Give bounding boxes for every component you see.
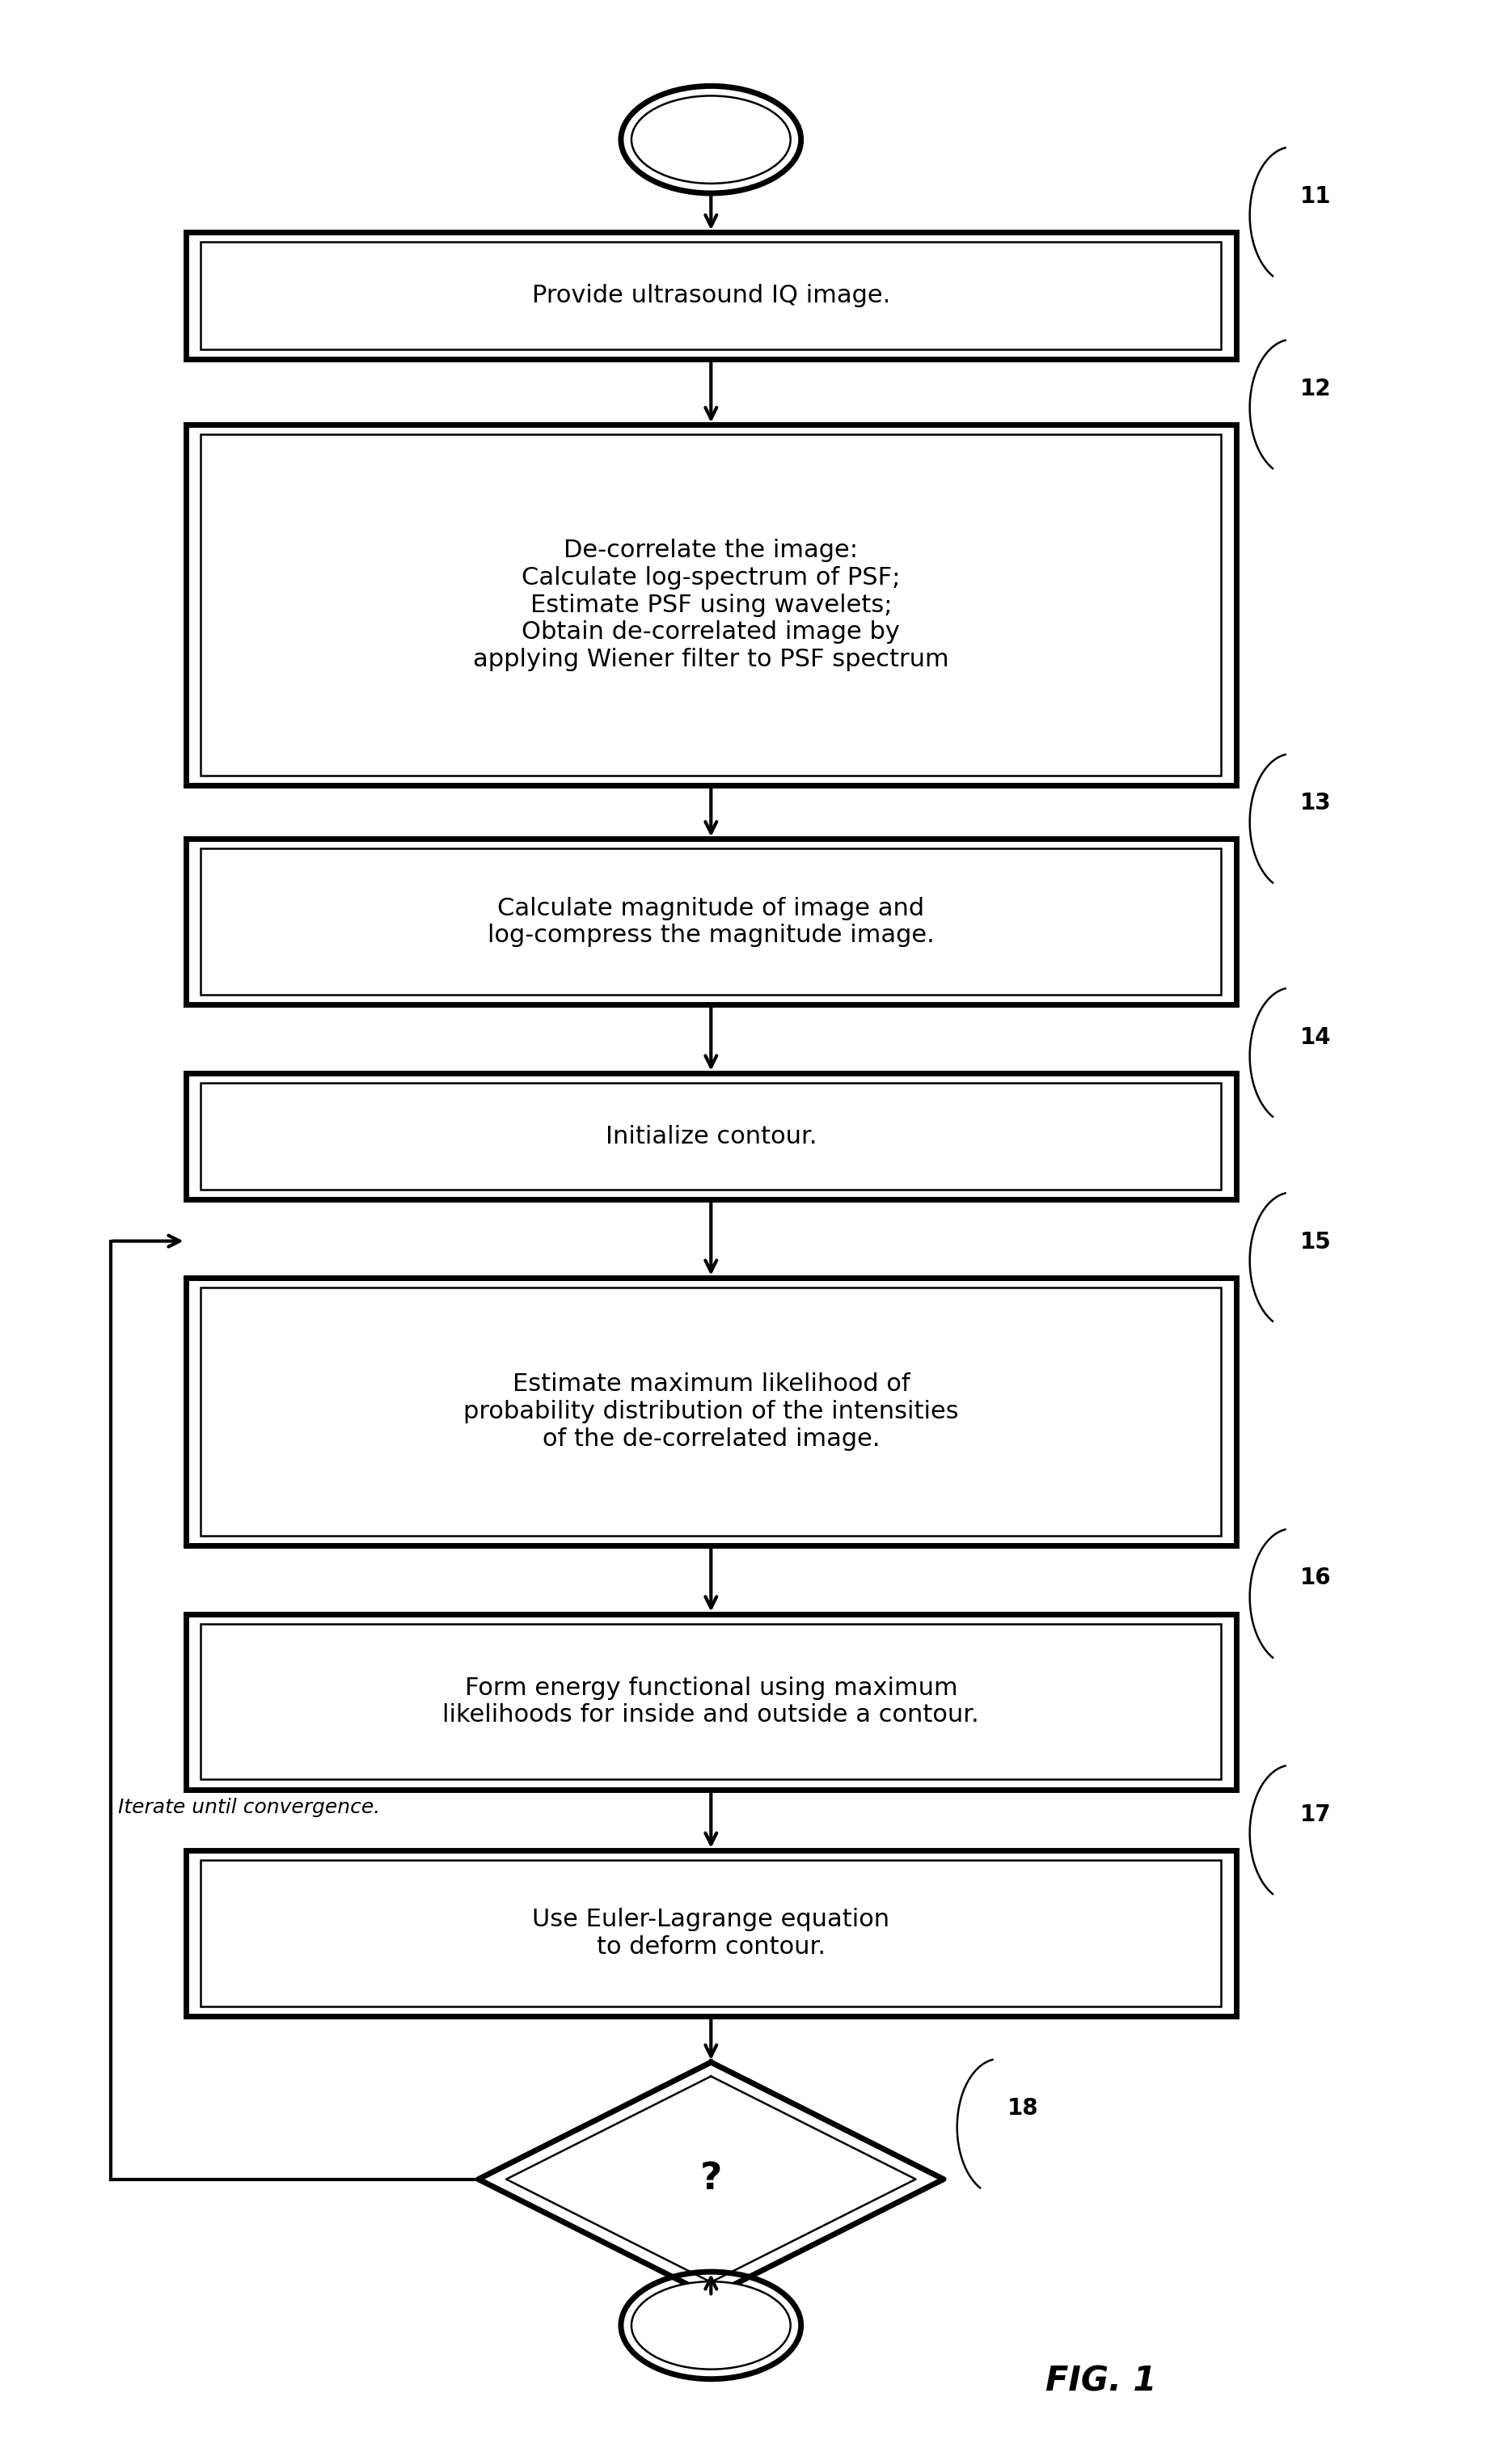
Text: 15: 15 <box>1300 1231 1332 1253</box>
Text: 14: 14 <box>1300 1026 1332 1048</box>
Bar <box>201 1860 1222 2007</box>
Text: De-correlate the image:
Calculate log-spectrum of PSF;
Estimate PSF using wavele: De-correlate the image: Calculate log-sp… <box>473 539 950 671</box>
Text: Form energy functional using maximum
likelihoods for inside and outside a contou: Form energy functional using maximum lik… <box>443 1677 980 1726</box>
Bar <box>186 840 1237 1004</box>
Ellipse shape <box>632 95 791 184</box>
Bar <box>186 426 1237 786</box>
Bar <box>201 1082 1222 1190</box>
Bar <box>201 1623 1222 1780</box>
Text: Initialize contour.: Initialize contour. <box>605 1124 816 1148</box>
Bar <box>201 849 1222 994</box>
Bar <box>186 1613 1237 1789</box>
Text: 11: 11 <box>1300 186 1332 208</box>
Text: 13: 13 <box>1300 793 1332 815</box>
Text: FIG. 1: FIG. 1 <box>1046 2365 1157 2399</box>
Polygon shape <box>478 2061 943 2296</box>
Text: Provide ultrasound IQ image.: Provide ultrasound IQ image. <box>532 284 891 308</box>
Text: Iterate until convergence.: Iterate until convergence. <box>118 1797 381 1816</box>
Bar <box>186 1851 1237 2017</box>
Bar <box>201 1288 1222 1535</box>
Text: 17: 17 <box>1300 1804 1332 1826</box>
Ellipse shape <box>621 86 801 193</box>
Ellipse shape <box>632 2282 791 2370</box>
Text: 18: 18 <box>1007 2098 1039 2120</box>
Text: Calculate magnitude of image and
log-compress the magnitude image.: Calculate magnitude of image and log-com… <box>487 896 934 947</box>
Bar <box>201 433 1222 776</box>
Bar <box>201 242 1222 350</box>
Text: 16: 16 <box>1300 1567 1332 1589</box>
Text: Estimate maximum likelihood of
probability distribution of the intensities
of th: Estimate maximum likelihood of probabili… <box>463 1373 959 1452</box>
Text: 12: 12 <box>1300 377 1332 401</box>
Text: ?: ? <box>700 2162 723 2198</box>
Ellipse shape <box>621 2272 801 2379</box>
Bar <box>186 1278 1237 1545</box>
Bar <box>186 1072 1237 1200</box>
Text: Use Euler-Lagrange equation
to deform contour.: Use Euler-Lagrange equation to deform co… <box>532 1907 889 1958</box>
Bar <box>186 233 1237 360</box>
